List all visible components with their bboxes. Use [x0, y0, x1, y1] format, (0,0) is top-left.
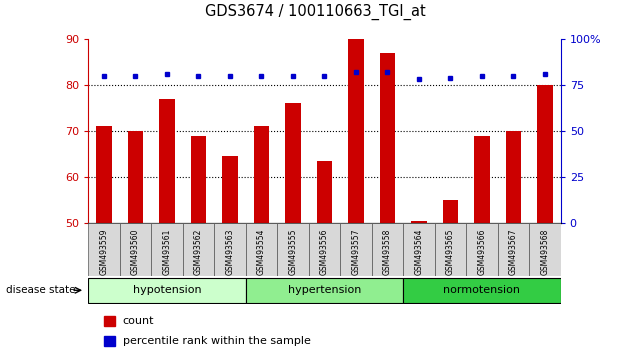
- Bar: [474, 136, 490, 223]
- Text: GSM493560: GSM493560: [131, 228, 140, 275]
- FancyBboxPatch shape: [435, 223, 466, 276]
- Text: GDS3674 / 100110663_TGI_at: GDS3674 / 100110663_TGI_at: [205, 4, 425, 20]
- Bar: [443, 200, 459, 223]
- Bar: [506, 131, 522, 223]
- FancyBboxPatch shape: [309, 223, 340, 276]
- Bar: [159, 99, 175, 223]
- FancyBboxPatch shape: [88, 223, 120, 276]
- Bar: [191, 136, 207, 223]
- Text: GSM493562: GSM493562: [194, 228, 203, 275]
- FancyBboxPatch shape: [246, 278, 403, 303]
- FancyBboxPatch shape: [529, 223, 561, 276]
- FancyBboxPatch shape: [151, 223, 183, 276]
- FancyBboxPatch shape: [183, 223, 214, 276]
- Text: GSM493568: GSM493568: [541, 228, 549, 275]
- Text: GSM493559: GSM493559: [100, 228, 108, 275]
- FancyBboxPatch shape: [340, 223, 372, 276]
- Text: GSM493567: GSM493567: [509, 228, 518, 275]
- Text: count: count: [123, 316, 154, 326]
- FancyBboxPatch shape: [277, 223, 309, 276]
- Text: GSM493557: GSM493557: [352, 228, 360, 275]
- Bar: [411, 221, 427, 223]
- Text: GSM493564: GSM493564: [415, 228, 423, 275]
- FancyBboxPatch shape: [466, 223, 498, 276]
- Text: GSM493561: GSM493561: [163, 228, 171, 275]
- Text: GSM493558: GSM493558: [383, 228, 392, 275]
- FancyBboxPatch shape: [498, 223, 529, 276]
- FancyBboxPatch shape: [120, 223, 151, 276]
- Bar: [285, 103, 301, 223]
- Text: GSM493566: GSM493566: [478, 228, 486, 275]
- Text: hypertension: hypertension: [288, 285, 361, 295]
- Text: hypotension: hypotension: [133, 285, 201, 295]
- FancyBboxPatch shape: [246, 223, 277, 276]
- Text: GSM493556: GSM493556: [320, 228, 329, 275]
- Bar: [222, 156, 238, 223]
- Text: GSM493565: GSM493565: [446, 228, 455, 275]
- FancyBboxPatch shape: [88, 278, 246, 303]
- Bar: [104, 316, 115, 326]
- Bar: [348, 39, 364, 223]
- Bar: [127, 131, 144, 223]
- Text: GSM493555: GSM493555: [289, 228, 297, 275]
- Bar: [104, 336, 115, 346]
- Bar: [537, 85, 553, 223]
- Text: GSM493563: GSM493563: [226, 228, 234, 275]
- Bar: [379, 53, 396, 223]
- FancyBboxPatch shape: [403, 223, 435, 276]
- Bar: [96, 126, 112, 223]
- FancyBboxPatch shape: [214, 223, 246, 276]
- Bar: [254, 126, 270, 223]
- Text: GSM493554: GSM493554: [257, 228, 266, 275]
- Text: disease state: disease state: [6, 285, 76, 295]
- FancyBboxPatch shape: [403, 278, 561, 303]
- Bar: [317, 161, 333, 223]
- FancyBboxPatch shape: [372, 223, 403, 276]
- Text: normotension: normotension: [444, 285, 520, 295]
- Text: percentile rank within the sample: percentile rank within the sample: [123, 336, 311, 346]
